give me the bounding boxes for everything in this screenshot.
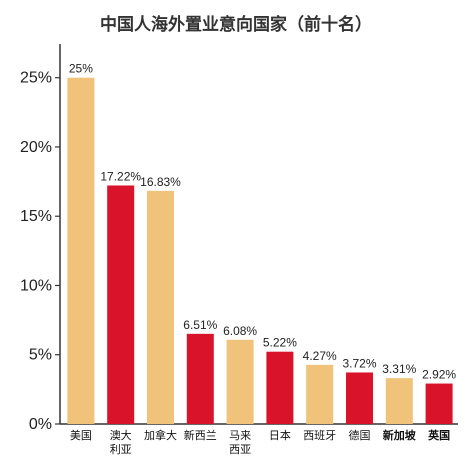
category-label: 新加坡 (383, 428, 417, 442)
category-label: 马来 (229, 429, 251, 442)
category-label: 新西兰 (184, 428, 217, 442)
y-tick-label: 20% (20, 139, 52, 156)
bar (266, 351, 294, 424)
data-label: 2.92% (422, 368, 456, 382)
bar (385, 378, 413, 424)
y-tick-label: 25% (20, 70, 52, 87)
category-label: 英国 (427, 428, 450, 442)
category-label: 美国 (70, 429, 92, 442)
data-label: 3.72% (342, 356, 376, 370)
bar (67, 77, 95, 424)
data-label: 6.51% (183, 318, 217, 332)
y-tick-label: 15% (20, 208, 52, 225)
y-tick-label: 10% (20, 277, 52, 294)
data-label: 5.22% (263, 336, 297, 350)
data-label: 17.22% (100, 169, 141, 183)
chart-title: 中国人海外置业意向国家（前十名） (100, 15, 372, 35)
bar (107, 185, 135, 424)
bar (346, 372, 373, 424)
category-label: 加拿大 (144, 428, 177, 442)
category-label: 利亚 (110, 443, 132, 456)
y-tick-label: 5% (29, 347, 52, 364)
bar (147, 190, 174, 424)
data-label: 4.27% (303, 349, 337, 363)
data-label: 6.08% (223, 324, 257, 338)
category-label: 日本 (269, 428, 291, 442)
data-label: 25% (69, 62, 93, 76)
category-label: 澳大 (110, 428, 132, 442)
category-label: 西班牙 (303, 429, 336, 442)
data-label: 16.83% (140, 175, 181, 189)
category-label: 西亚 (229, 443, 251, 456)
bar (226, 339, 254, 424)
category-label: 德国 (349, 428, 371, 442)
bar (306, 364, 334, 424)
y-tick-label: 0% (29, 416, 52, 433)
data-label: 3.31% (382, 362, 416, 376)
bar (186, 333, 214, 424)
bar (425, 383, 453, 424)
